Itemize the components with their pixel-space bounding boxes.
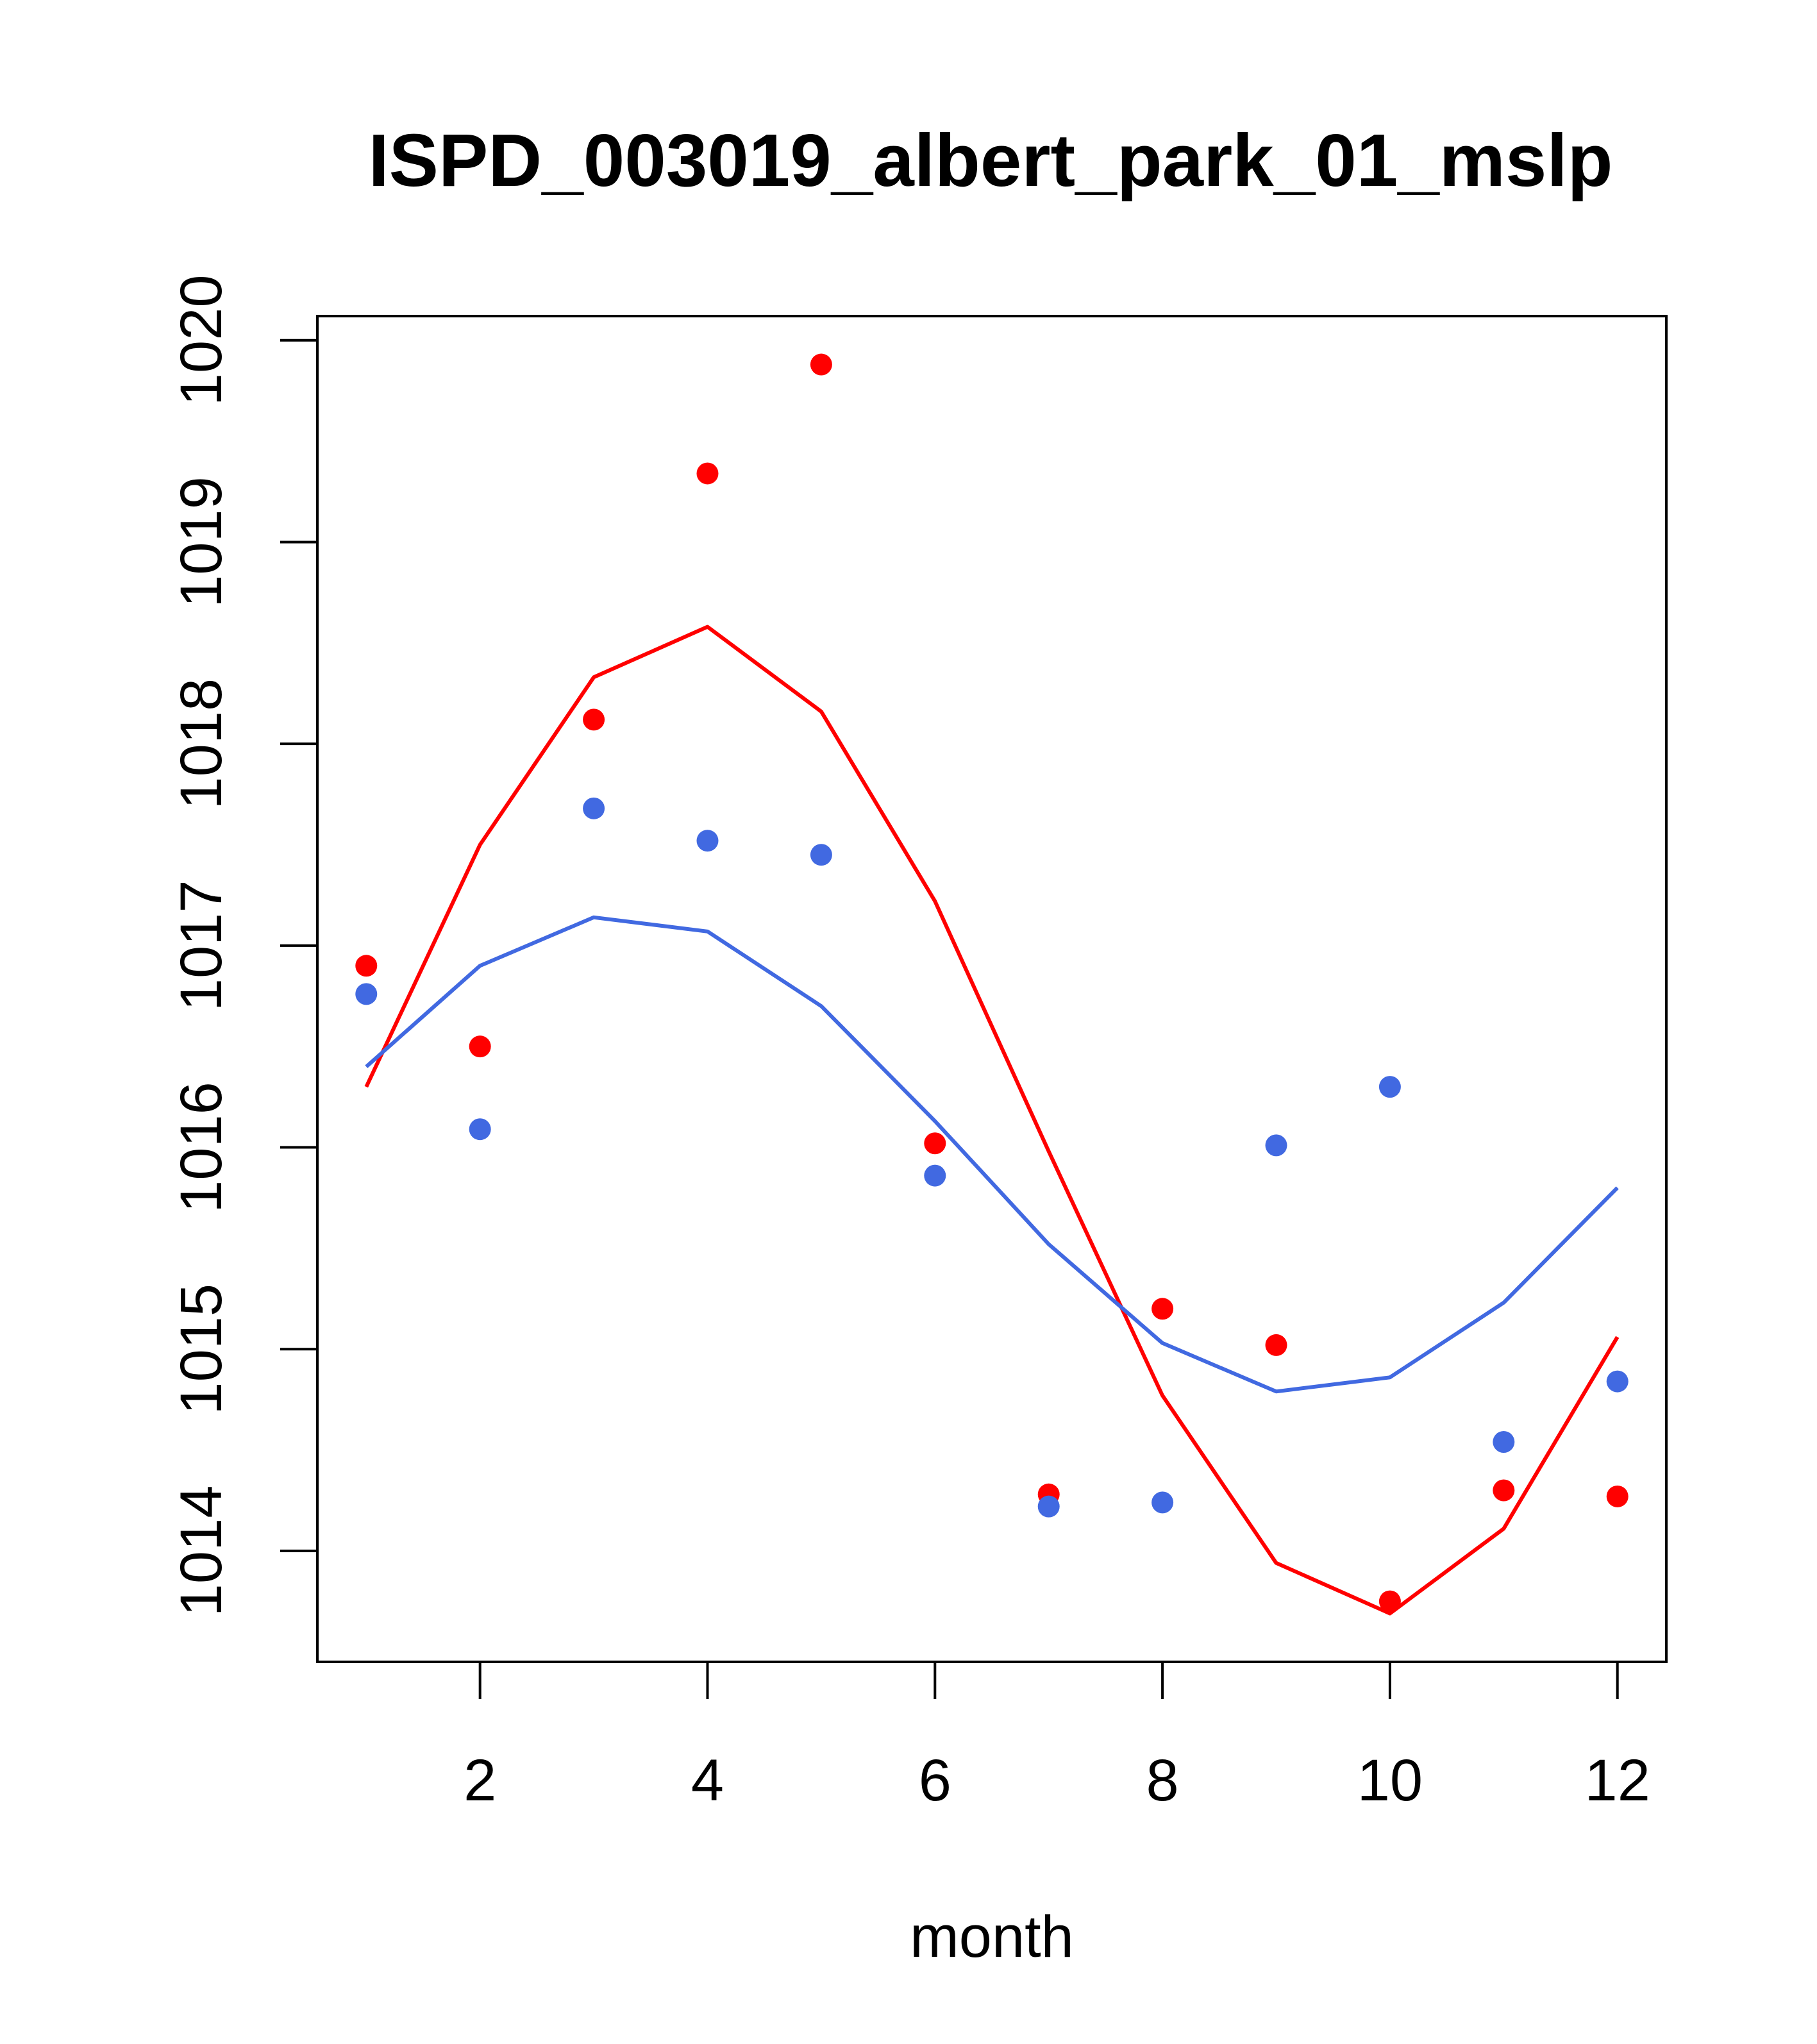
y-tick-label: 1016: [169, 1082, 234, 1213]
x-tick-label: 8: [1146, 1748, 1179, 1813]
blue-point: [1378, 1076, 1401, 1098]
red-point: [1378, 1590, 1401, 1613]
red-point: [469, 1035, 491, 1058]
chart-title: ISPD_003019_albert_park_01_mslp: [368, 119, 1612, 202]
x-tick-label: 2: [464, 1748, 496, 1813]
red-point: [924, 1132, 946, 1155]
blue-point: [1265, 1134, 1287, 1157]
y-tick-label: 1015: [169, 1284, 234, 1415]
y-tick-label: 1019: [169, 476, 234, 608]
blue-point: [1151, 1491, 1174, 1514]
x-tick-label: 10: [1357, 1748, 1423, 1813]
y-tick-label: 1014: [169, 1486, 234, 1617]
red-point: [1493, 1479, 1515, 1502]
red-point: [355, 955, 378, 977]
blue-point: [924, 1164, 946, 1187]
blue-point: [1037, 1495, 1060, 1518]
blue-point: [583, 797, 605, 819]
blue-point: [469, 1118, 491, 1141]
red-point: [1265, 1334, 1287, 1356]
blue-point: [696, 830, 719, 852]
blue-point: [1606, 1370, 1629, 1393]
y-tick-label: 1017: [169, 880, 234, 1012]
y-tick-label: 1018: [169, 678, 234, 810]
red-point: [583, 708, 605, 731]
blue-point: [1493, 1430, 1515, 1453]
series-points: [355, 353, 1629, 1613]
series-lines: [364, 624, 1620, 1616]
red-line-path: [364, 624, 1620, 1616]
red-point: [810, 353, 832, 376]
y-tick-label: 1020: [169, 274, 234, 406]
x-axis: 2 4 6 8 10 12: [464, 1661, 1650, 1813]
red-point: [696, 462, 719, 485]
x-axis-label: month: [910, 1904, 1074, 1970]
blue-point: [810, 844, 832, 866]
x-tick-label: 4: [691, 1748, 724, 1813]
x-tick-label: 12: [1585, 1748, 1650, 1813]
blue-line-path: [365, 915, 1619, 1394]
x-tick-label: 6: [919, 1748, 951, 1813]
blue-point: [355, 983, 378, 1005]
red-point: [1606, 1485, 1629, 1507]
y-axis: 1014 1015 1016 1017 1018 1019 1020: [169, 274, 319, 1617]
red-point: [1151, 1298, 1174, 1320]
